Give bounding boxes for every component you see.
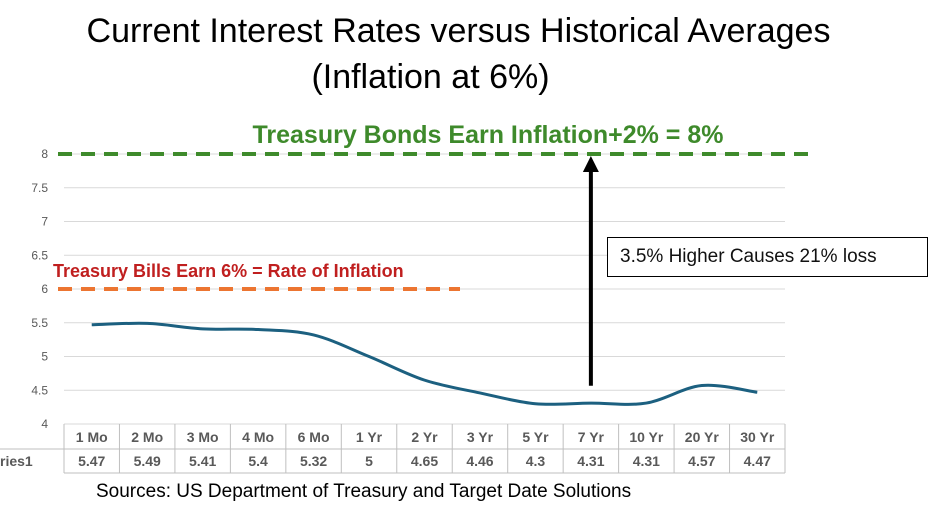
x-category-label: 2 Mo xyxy=(131,429,163,445)
data-table-value: 4.65 xyxy=(411,453,438,469)
data-table-value: 5.41 xyxy=(189,453,216,469)
data-table-value: 5.4 xyxy=(248,453,268,469)
bonds-annotation: Treasury Bonds Earn Inflation+2% = 8% xyxy=(253,121,724,149)
x-category-label: 4 Mo xyxy=(242,429,274,445)
y-tick-label: 6 xyxy=(41,282,48,296)
data-table-value: 5.32 xyxy=(300,453,327,469)
bills-annotation: Treasury Bills Earn 6% = Rate of Inflati… xyxy=(53,261,404,281)
data-table-value: 4.3 xyxy=(526,453,546,469)
series-label: ries1 xyxy=(0,453,33,469)
x-category-label: 6 Mo xyxy=(298,429,330,445)
y-tick-label: 4 xyxy=(41,417,48,431)
chart-title: Current Interest Rates versus Historical… xyxy=(86,12,831,50)
data-table-value: 4.57 xyxy=(688,453,715,469)
y-tick-label: 7.5 xyxy=(31,181,48,195)
data-table-value: 4.31 xyxy=(633,453,660,469)
y-tick-label: 8 xyxy=(41,147,48,161)
x-category-label: 3 Mo xyxy=(187,429,219,445)
series-line xyxy=(91,321,758,406)
data-table-value: 5.49 xyxy=(134,453,161,469)
x-category-label: 30 Yr xyxy=(740,429,775,445)
data-table-value: 4.31 xyxy=(577,453,604,469)
chart-subtitle: (Inflation at 6%) xyxy=(311,58,550,96)
y-tick-label: 6.5 xyxy=(31,248,48,262)
y-tick-label: 4.5 xyxy=(31,383,48,397)
data-table-value: 5.47 xyxy=(78,453,105,469)
x-category-label: 1 Yr xyxy=(356,429,383,445)
data-table-value: 4.47 xyxy=(744,453,771,469)
x-category-label: 3 Yr xyxy=(467,429,494,445)
data-table-value: 5 xyxy=(365,453,373,469)
y-tick-label: 5.5 xyxy=(31,316,48,330)
callout-box: 3.5% Higher Causes 21% loss xyxy=(607,237,928,277)
data-table-value: 4.46 xyxy=(466,453,493,469)
arrow-head xyxy=(582,156,599,172)
x-category-label: 10 Yr xyxy=(629,429,664,445)
y-tick-label: 5 xyxy=(41,350,48,364)
x-category-label: 5 Yr xyxy=(522,429,549,445)
x-category-label: 2 Yr xyxy=(411,429,438,445)
y-tick-label: 7 xyxy=(41,215,48,229)
x-category-label: 20 Yr xyxy=(685,429,720,445)
source-note: Sources: US Department of Treasury and T… xyxy=(96,481,632,502)
line-chart: 4 4.5 5 5.5 6 6.5 7 7.5 8 1 Mo 2 Mo 3 Mo 4 Mo 6 Mo 1 Y… xyxy=(0,121,812,474)
x-category-label: 1 Mo xyxy=(76,429,108,445)
x-category-label: 7 Yr xyxy=(578,429,605,445)
